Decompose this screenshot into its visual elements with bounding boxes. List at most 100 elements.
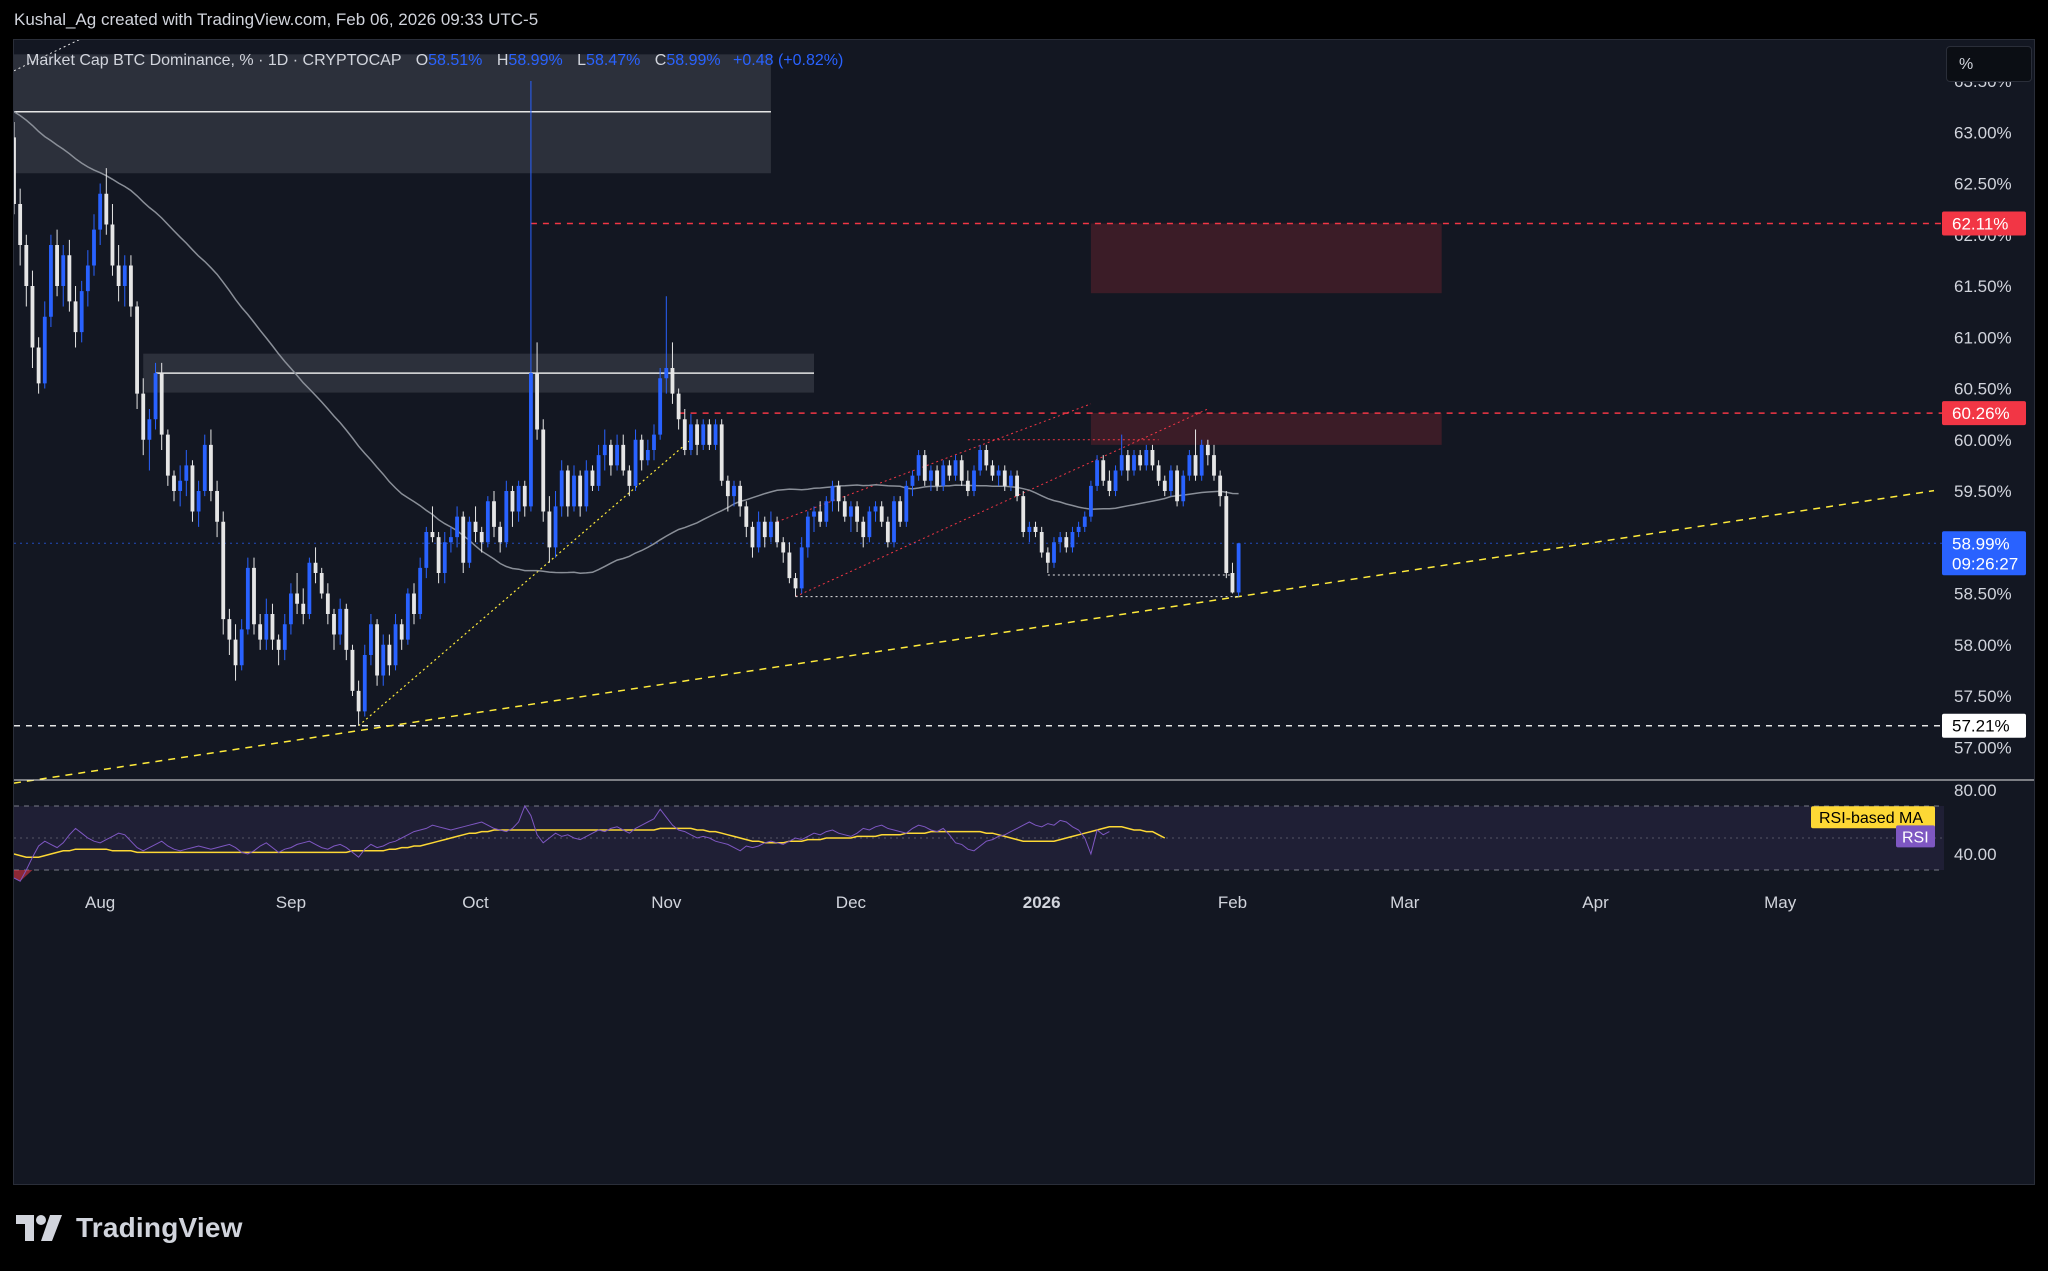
candle-body <box>701 424 706 445</box>
candle <box>750 521 755 558</box>
price-label-resistance: 62.11% <box>1942 211 2026 236</box>
candle <box>1224 491 1229 579</box>
candle <box>904 480 909 527</box>
candle <box>344 603 349 661</box>
candle <box>947 460 952 481</box>
candle-body <box>1187 455 1192 476</box>
candle-body <box>596 455 601 486</box>
candle-body <box>165 434 170 476</box>
candle <box>836 480 841 512</box>
candle <box>233 624 238 681</box>
candle-body <box>30 286 35 348</box>
close-label: C <box>654 52 667 69</box>
candle <box>670 342 675 404</box>
candle <box>1045 547 1050 573</box>
price-label-resistance: 60.26% <box>1942 401 2026 426</box>
candle <box>442 532 447 584</box>
candle-body <box>295 593 299 604</box>
candle <box>1039 526 1044 558</box>
candle-body <box>664 368 669 379</box>
candle-body <box>990 465 995 476</box>
candle-body <box>1224 496 1229 573</box>
candle-body <box>1082 516 1087 527</box>
candle <box>196 480 201 527</box>
candle-body <box>559 470 564 507</box>
candle-body <box>110 224 115 266</box>
candle <box>935 465 939 491</box>
candle-body <box>1095 460 1099 486</box>
candle-body <box>732 485 736 497</box>
candle <box>1205 439 1210 466</box>
candle-body <box>73 301 78 333</box>
chart-frame[interactable]: 63.50%63.00%62.50%62.00%61.50%61.00%60.5… <box>13 39 2035 1185</box>
candle-body <box>215 491 219 522</box>
price-chart-svg[interactable]: 63.50%63.00%62.50%62.00%61.50%61.00%60.5… <box>14 40 2034 1184</box>
candle-body <box>369 624 373 655</box>
candle-body <box>362 655 367 712</box>
candle-body <box>959 460 964 481</box>
candle <box>879 501 884 527</box>
price-tick-label: 61.50% <box>1954 277 2012 296</box>
candle <box>61 245 66 307</box>
candle-body <box>972 470 976 491</box>
candle <box>965 470 970 497</box>
candle <box>1119 434 1124 476</box>
date-tick-label: Dec <box>836 893 867 912</box>
candle-body <box>892 501 896 543</box>
candle-body <box>609 444 613 466</box>
candle <box>1107 470 1112 497</box>
candle <box>190 460 195 522</box>
candle <box>405 588 410 645</box>
price-tick-label: 58.50% <box>1954 585 2012 604</box>
candle <box>849 501 853 532</box>
symbol-name[interactable]: Market Cap BTC Dominance, % · 1D · CRYPT… <box>26 52 402 69</box>
candle-body <box>984 450 989 466</box>
candle <box>596 444 601 491</box>
candle <box>725 475 730 512</box>
candle-body <box>147 419 152 440</box>
candle-body <box>867 511 872 538</box>
candle-body <box>1101 460 1106 481</box>
candle-body <box>1107 480 1112 491</box>
candle <box>658 368 663 440</box>
candle-body <box>830 485 835 502</box>
candle-body <box>418 567 423 614</box>
candle-body <box>842 501 847 517</box>
candle <box>584 460 589 512</box>
candle-body <box>713 424 718 445</box>
candle-body <box>1236 543 1241 593</box>
candle <box>165 429 170 486</box>
candle <box>578 470 583 517</box>
candle-body <box>319 573 324 594</box>
candle-body <box>24 245 29 286</box>
candle <box>547 496 552 563</box>
candle <box>412 583 416 625</box>
candle <box>14 122 16 215</box>
candle-body <box>529 373 533 507</box>
candle-body <box>1181 475 1186 502</box>
candle <box>1076 521 1081 538</box>
candle-body <box>996 470 1001 476</box>
candle <box>202 434 207 497</box>
candle <box>141 378 146 456</box>
price-tick-label: 59.50% <box>1954 482 2012 501</box>
candle-body <box>799 547 804 589</box>
candle-body <box>762 521 767 538</box>
percent-scale-button[interactable]: % <box>1946 46 2032 82</box>
candle-body <box>1144 450 1149 466</box>
moving-average-line <box>14 111 1239 575</box>
candle-body <box>1113 470 1118 491</box>
candle-body <box>689 424 693 450</box>
candle <box>24 234 29 307</box>
date-tick-label: May <box>1764 893 1797 912</box>
tradingview-logo[interactable]: TradingView <box>16 1212 243 1244</box>
candle <box>627 465 632 497</box>
price-tick-label: 57.50% <box>1954 687 2012 706</box>
candle <box>609 439 613 476</box>
candle-body <box>898 501 903 522</box>
candle-body <box>98 193 103 230</box>
candle-body <box>738 485 743 507</box>
candle-body <box>627 470 632 486</box>
candle <box>498 521 503 553</box>
candle <box>996 465 1001 486</box>
